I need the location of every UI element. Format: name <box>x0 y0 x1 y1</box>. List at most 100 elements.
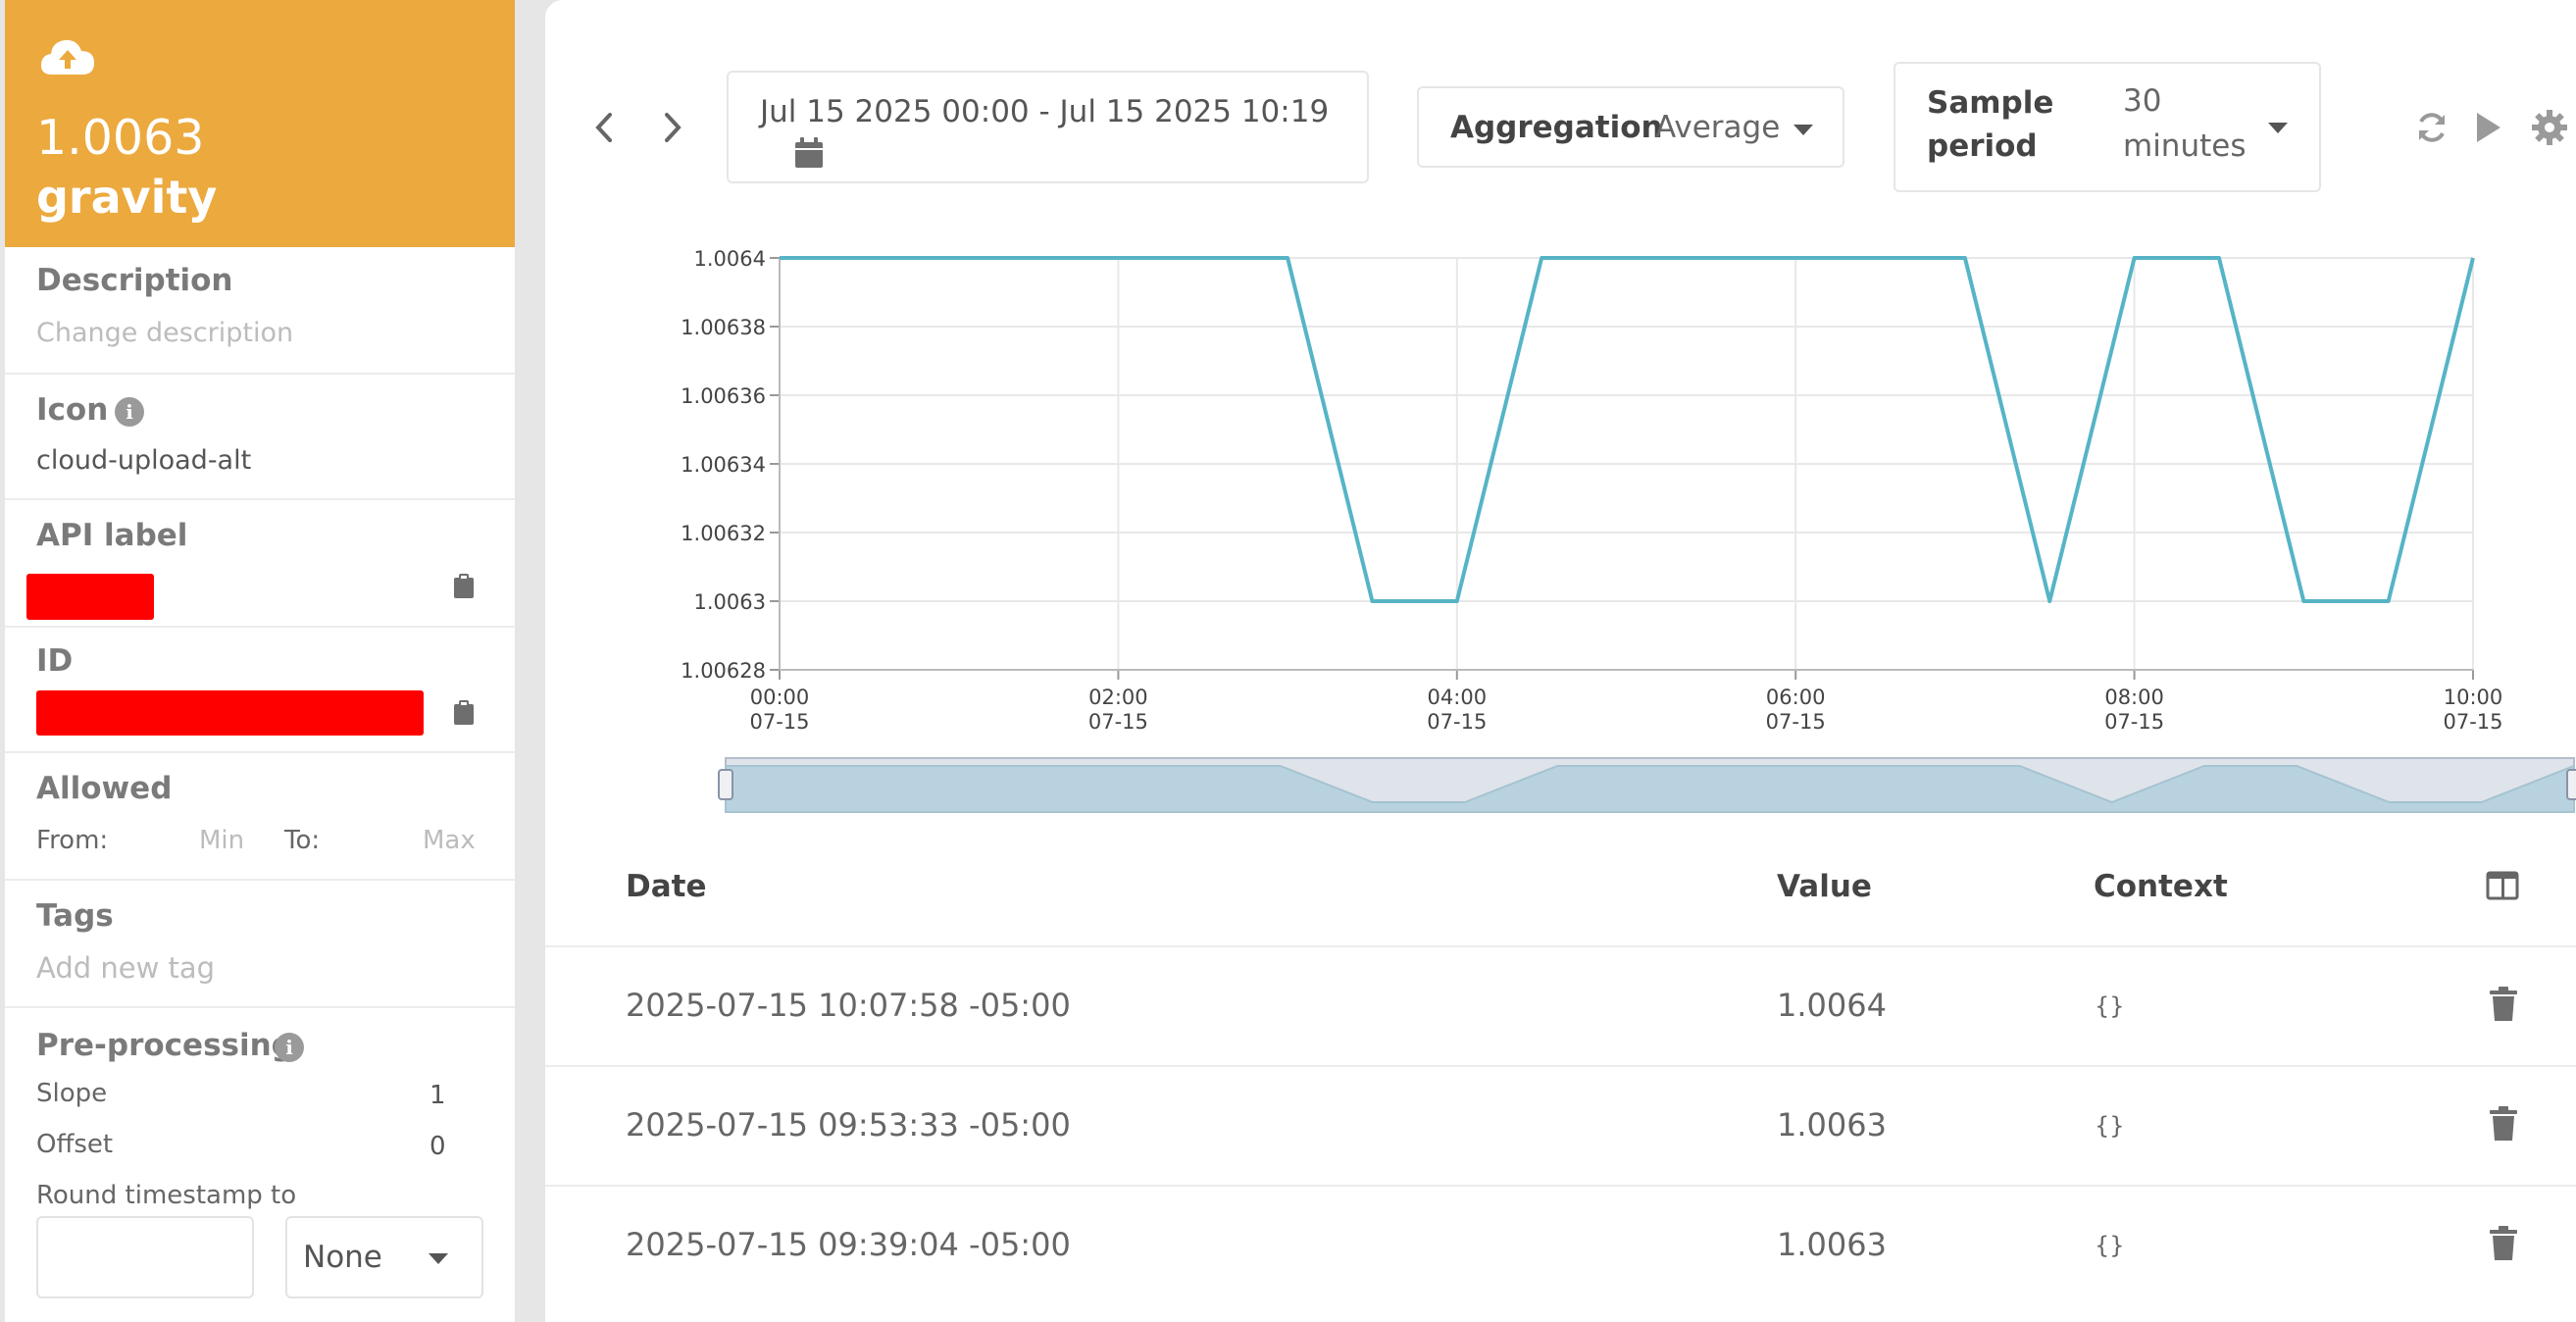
row-date: 2025-07-15 10:07:58 -05:00 <box>626 987 1071 1024</box>
row-date: 2025-07-15 09:53:33 -05:00 <box>626 1106 1071 1144</box>
y-tick-label: 1.0064 <box>694 247 766 271</box>
play-icon[interactable] <box>2474 111 2503 144</box>
y-tick-label: 1.00632 <box>681 522 766 545</box>
x-tick-date-label: 07-15 <box>1427 710 1487 734</box>
icon-section: Icon i cloud-upload-alt <box>5 375 515 500</box>
trash-icon[interactable] <box>2489 987 2518 1022</box>
info-icon[interactable]: i <box>275 1033 304 1062</box>
x-tick-time-label: 08:00 <box>2104 686 2164 709</box>
sample-value-line1: 30 <box>2123 83 2162 119</box>
refresh-icon[interactable] <box>2414 110 2450 145</box>
slope-value[interactable]: 1 <box>429 1081 446 1110</box>
aggregation-select[interactable]: Aggregation Average <box>1417 86 1844 168</box>
api-label-section: API label <box>5 500 515 628</box>
y-tick-label: 1.00628 <box>681 659 766 683</box>
y-tick-label: 1.0063 <box>694 590 766 614</box>
x-tick-date-label: 07-15 <box>2104 710 2164 734</box>
row-value[interactable]: 1.0064 <box>1777 987 1887 1024</box>
info-icon[interactable]: i <box>115 397 144 427</box>
date-range-picker[interactable]: Jul 15 2025 00:00 - Jul 15 2025 10:19 <box>727 71 1369 183</box>
context-column-header[interactable]: Context <box>2094 869 2228 904</box>
id-section: ID <box>5 628 515 753</box>
variable-header-card: 1.0063 gravity <box>5 0 515 247</box>
x-tick-time-label: 10:00 <box>2444 686 2503 709</box>
tags-title: Tags <box>36 898 114 934</box>
variable-name[interactable]: gravity <box>36 171 218 224</box>
columns-icon[interactable] <box>2486 871 2519 900</box>
x-tick-date-label: 07-15 <box>1088 710 1148 734</box>
allowed-title: Allowed <box>36 771 173 806</box>
range-handle-right[interactable] <box>2566 769 2576 800</box>
max-input[interactable]: Max <box>423 826 476 855</box>
sample-label-line1: Sample <box>1927 85 2054 121</box>
offset-label: Offset <box>36 1130 114 1159</box>
preprocessing-title: Pre-processing <box>36 1028 293 1063</box>
variable-settings-panel: 1.0063 gravity Description Change descri… <box>5 0 515 1322</box>
range-handle-left[interactable] <box>718 769 733 800</box>
x-tick-date-label: 07-15 <box>1766 710 1826 734</box>
y-tick-label: 1.00638 <box>681 316 766 339</box>
cloud-upload-icon[interactable] <box>40 37 95 76</box>
slope-label: Slope <box>36 1079 108 1108</box>
table-row[interactable]: 2025-07-15 09:39:04 -05:00 1.0063 {} <box>545 1185 2576 1304</box>
id-title: ID <box>36 643 74 679</box>
chevron-right-icon[interactable] <box>653 103 692 152</box>
trash-icon[interactable] <box>2489 1226 2518 1261</box>
sample-value-line2: minutes <box>2123 128 2247 164</box>
x-tick-time-label: 04:00 <box>1428 686 1488 709</box>
x-tick-time-label: 00:00 <box>750 686 810 709</box>
api-label-title: API label <box>36 518 188 553</box>
line-chart[interactable]: 1.0064 1.00638 1.00636 1.00634 1.00632 1.0063… <box>545 0 2576 834</box>
sample-period-select[interactable]: Sample period 30 minutes <box>1894 62 2321 192</box>
date-range-text: Jul 15 2025 00:00 - Jul 15 2025 10:19 <box>760 94 1330 129</box>
table-row[interactable]: 2025-07-15 10:07:58 -05:00 1.0064 {} <box>545 945 2576 1065</box>
preprocessing-section: Pre-processing i Slope 1 Offset 0 Round … <box>5 1008 515 1322</box>
clipboard-icon[interactable] <box>453 700 475 726</box>
data-view-panel: Jul 15 2025 00:00 - Jul 15 2025 10:19 Ag… <box>545 0 2576 1322</box>
gear-icon[interactable] <box>2531 109 2568 146</box>
aggregation-label: Aggregation <box>1450 110 1663 145</box>
clipboard-icon[interactable] <box>453 574 475 599</box>
aggregation-value: Average <box>1655 110 1781 145</box>
chevron-down-icon <box>429 1253 448 1264</box>
table-row[interactable]: 2025-07-15 09:53:33 -05:00 1.0063 {} <box>545 1065 2576 1185</box>
description-section: Description Change description <box>5 247 515 375</box>
y-tick-label: 1.00636 <box>681 384 766 408</box>
round-value-input[interactable] <box>36 1216 254 1298</box>
x-tick-date-label: 07-15 <box>749 710 809 734</box>
add-tag-input[interactable]: Add new tag <box>36 951 216 985</box>
chevron-down-icon <box>2268 123 2288 133</box>
x-tick-date-label: 07-15 <box>2443 710 2502 734</box>
sample-label-line2: period <box>1927 128 2038 164</box>
last-value: 1.0063 <box>36 110 205 166</box>
trash-icon[interactable] <box>2489 1106 2518 1142</box>
chevron-down-icon <box>1793 125 1813 135</box>
icon-value[interactable]: cloud-upload-alt <box>36 445 252 476</box>
round-unit-select[interactable]: None <box>285 1216 483 1298</box>
row-context[interactable]: {} <box>2095 1232 2125 1259</box>
tags-section: Tags Add new tag <box>5 881 515 1008</box>
date-column-header[interactable]: Date <box>626 869 707 904</box>
offset-value[interactable]: 0 <box>429 1132 446 1161</box>
allowed-section: Allowed From: Min To: Max <box>5 753 515 881</box>
series-line <box>780 256 2475 603</box>
row-value[interactable]: 1.0063 <box>1777 1106 1887 1144</box>
row-date: 2025-07-15 09:39:04 -05:00 <box>626 1226 1071 1263</box>
from-label: From: <box>36 826 109 855</box>
to-label: To: <box>284 826 321 855</box>
x-tick-time-label: 02:00 <box>1088 686 1148 709</box>
icon-title: Icon <box>36 392 109 428</box>
api-label-redacted <box>26 574 154 620</box>
value-column-header[interactable]: Value <box>1777 869 1872 904</box>
description-field[interactable]: Change description <box>36 318 294 348</box>
row-context[interactable]: {} <box>2095 1112 2125 1140</box>
row-value[interactable]: 1.0063 <box>1777 1226 1887 1263</box>
y-tick-label: 1.00634 <box>681 453 766 477</box>
row-context[interactable]: {} <box>2095 992 2125 1020</box>
min-input[interactable]: Min <box>199 826 245 855</box>
id-redacted <box>36 690 424 736</box>
chevron-left-icon[interactable] <box>584 103 624 152</box>
calendar-icon <box>795 137 823 168</box>
x-tick-time-label: 06:00 <box>1766 686 1826 709</box>
round-timestamp-label: Round timestamp to <box>36 1181 297 1210</box>
